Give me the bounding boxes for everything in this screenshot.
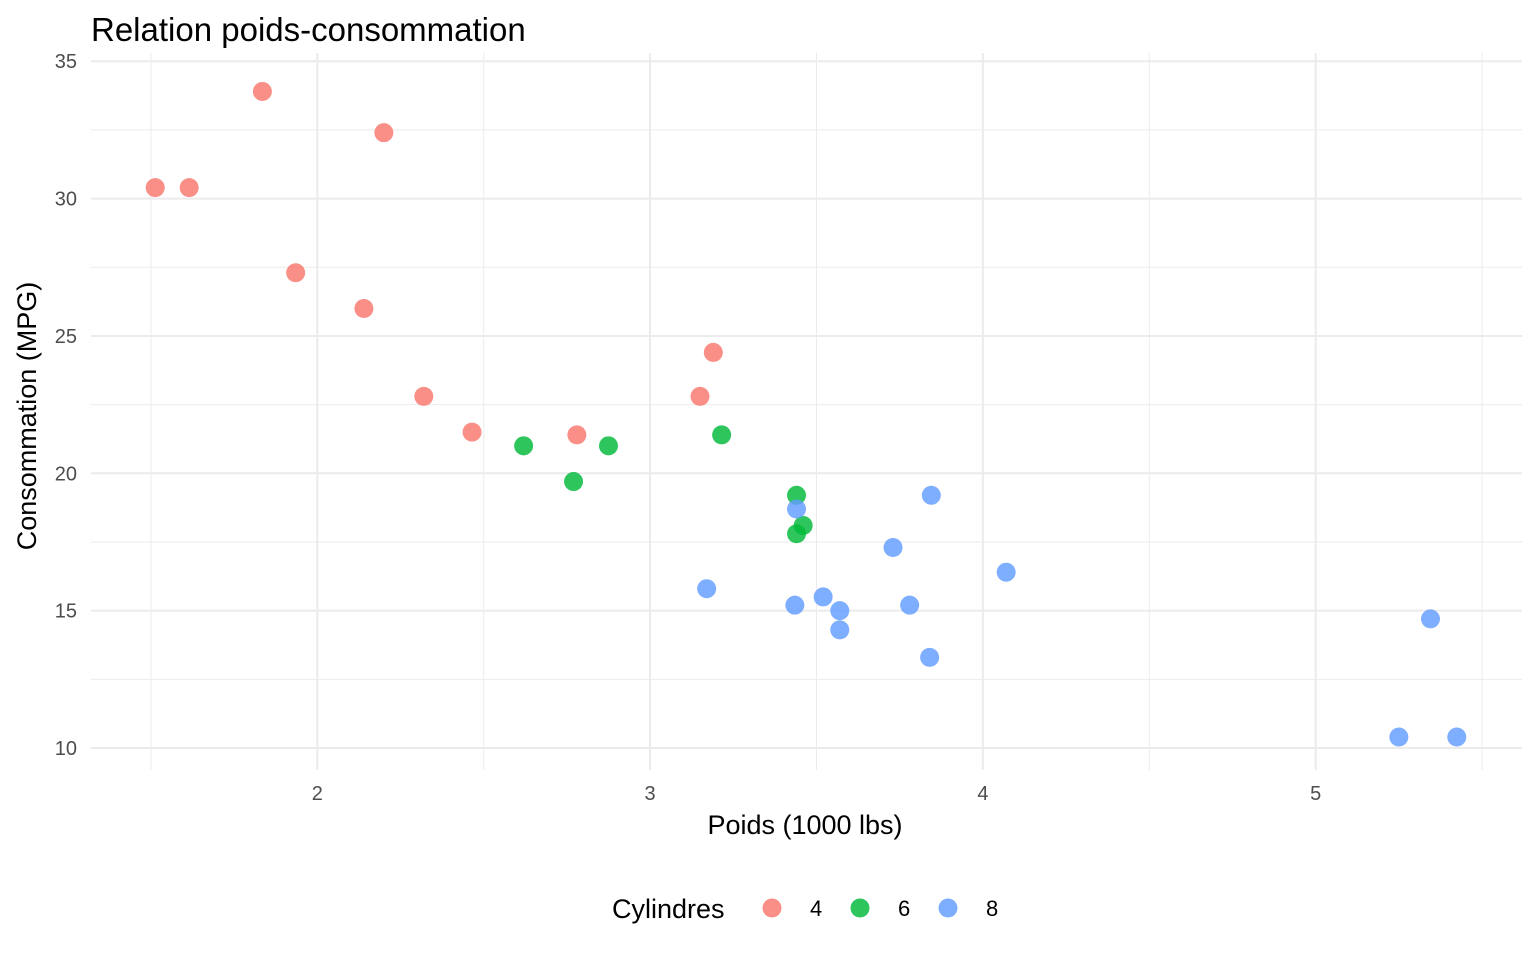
data-point-cyl-4 (286, 263, 306, 283)
x-tick-label: 5 (1310, 783, 1321, 805)
y-tick-label: 15 (55, 601, 77, 623)
data-point-cyl-8 (900, 595, 920, 615)
data-point-cyl-8 (883, 537, 903, 557)
legend-title: Cylindres (612, 894, 725, 924)
data-point-cyl-4 (374, 123, 394, 143)
y-tick-label: 10 (55, 738, 77, 760)
data-point-cyl-8 (1389, 727, 1409, 747)
legend-items: 4 6 8 (762, 896, 998, 921)
tick-label-layer: 2 3 4 5 10 15 20 25 30 35 (55, 51, 1321, 805)
data-point-cyl-8 (813, 587, 833, 607)
chart-title: Relation poids-consommation (91, 11, 526, 48)
x-tick-label: 3 (645, 783, 656, 805)
data-point-cyl-8 (830, 620, 850, 640)
data-point-cyl-6 (787, 524, 807, 544)
y-tick-label: 30 (55, 189, 77, 211)
data-point-cyl-8 (1420, 609, 1440, 629)
grid-layer (91, 53, 1522, 770)
data-point-cyl-4 (145, 178, 165, 198)
legend-label-6: 6 (898, 896, 910, 921)
data-point-cyl-8 (830, 601, 850, 621)
data-point-cyl-8 (787, 499, 807, 519)
legend-label-4: 4 (810, 896, 822, 921)
data-point-cyl-4 (690, 386, 710, 406)
data-point-layer (145, 81, 1467, 747)
data-point-cyl-8 (785, 595, 805, 615)
legend-key-8 (938, 898, 958, 918)
data-point-cyl-8 (921, 485, 941, 505)
data-point-cyl-8 (996, 562, 1016, 582)
data-point-cyl-6 (598, 436, 618, 456)
x-tick-label: 4 (977, 783, 988, 805)
y-axis-title: Consommation (MPG) (12, 282, 42, 551)
data-point-cyl-8 (1447, 727, 1467, 747)
data-point-cyl-6 (514, 436, 534, 456)
data-point-cyl-8 (697, 579, 717, 599)
data-point-cyl-4 (462, 422, 482, 442)
data-point-cyl-6 (787, 485, 807, 505)
legend-key-6 (850, 898, 870, 918)
data-point-cyl-4 (567, 425, 587, 445)
data-point-cyl-4 (703, 342, 723, 362)
x-axis-title: Poids (1000 lbs) (707, 810, 902, 840)
data-point-cyl-4 (252, 81, 272, 101)
legend-key-4 (762, 898, 782, 918)
y-tick-label: 35 (55, 51, 77, 73)
legend: Cylindres 4 6 8 (612, 894, 998, 924)
data-point-cyl-4 (414, 386, 434, 406)
y-tick-label: 25 (55, 326, 77, 348)
legend-label-8: 8 (986, 896, 998, 921)
data-point-cyl-8 (920, 647, 940, 667)
data-point-cyl-4 (354, 298, 374, 318)
data-point-cyl-6 (712, 425, 732, 445)
data-point-cyl-6 (564, 472, 584, 492)
x-tick-label: 2 (312, 783, 323, 805)
data-point-cyl-4 (179, 178, 199, 198)
y-tick-label: 20 (55, 463, 77, 485)
